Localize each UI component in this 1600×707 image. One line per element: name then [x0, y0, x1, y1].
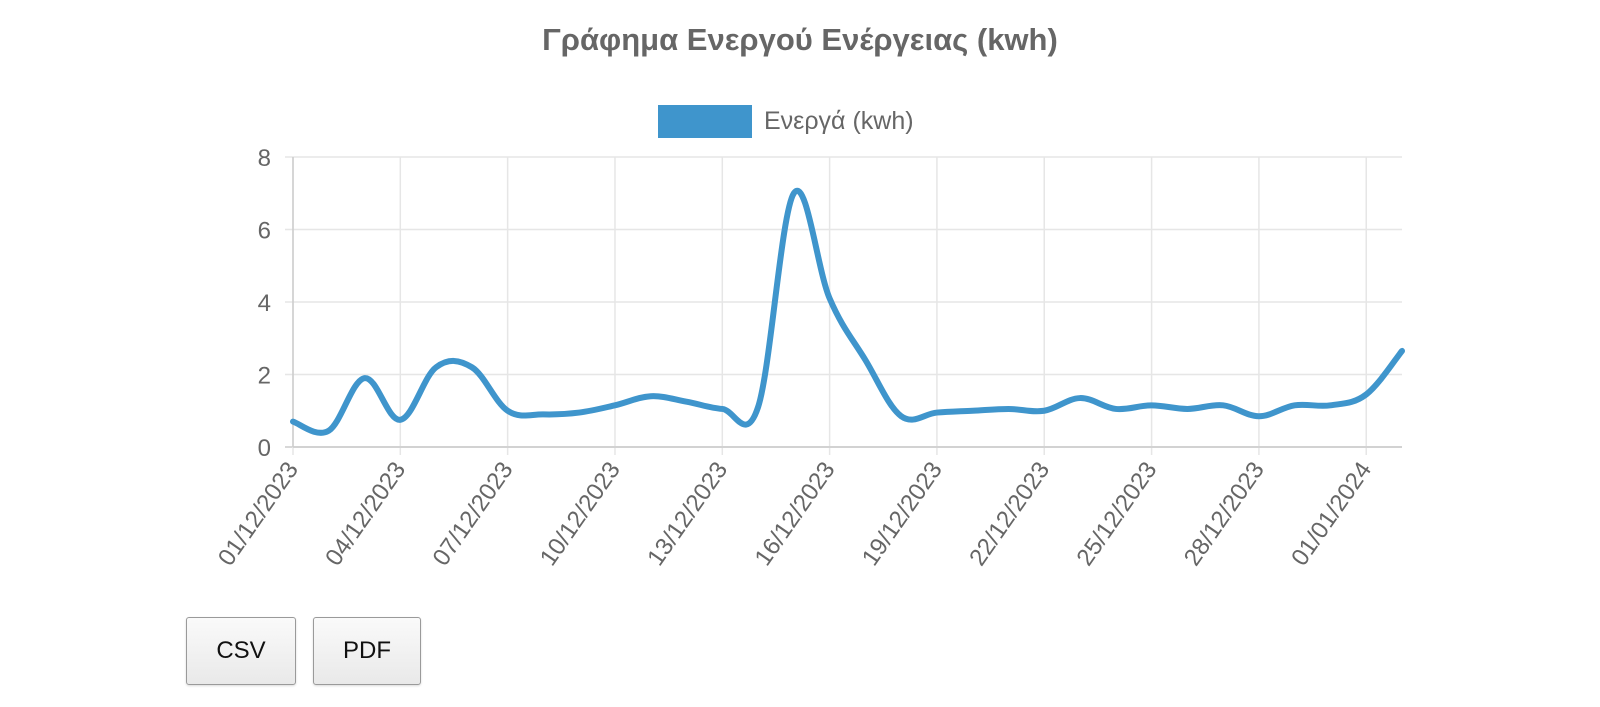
data-point [1399, 348, 1405, 354]
series-line [290, 187, 1405, 436]
data-point [1149, 402, 1155, 408]
chart-legend[interactable]: Ενεργά (kwh) [658, 104, 914, 138]
y-tick-label: 8 [258, 145, 271, 172]
data-point [397, 417, 403, 423]
x-tick-label: 16/12/2023 [750, 457, 841, 571]
x-tick-label: 13/12/2023 [642, 457, 733, 571]
pdf-export-button[interactable]: PDF [313, 617, 421, 685]
y-tick-label: 0 [258, 435, 271, 462]
data-point [684, 399, 690, 405]
data-point [791, 190, 797, 196]
x-tick-label: 22/12/2023 [964, 457, 1055, 571]
data-point [1363, 391, 1369, 397]
x-tick-label: 01/01/2024 [1286, 457, 1377, 571]
data-point [1077, 395, 1083, 401]
data-point [827, 295, 833, 301]
x-tick-label: 28/12/2023 [1179, 457, 1270, 571]
data-point [433, 364, 439, 370]
data-point [1292, 402, 1298, 408]
y-tick-label: 4 [258, 290, 271, 317]
data-point [505, 408, 511, 414]
data-point [1113, 406, 1119, 412]
x-tick-label: 07/12/2023 [428, 457, 519, 571]
data-point [862, 357, 868, 363]
x-tick-label: 25/12/2023 [1071, 457, 1162, 571]
data-point [898, 413, 904, 419]
x-tick-label: 01/12/2023 [213, 457, 304, 571]
data-point [1005, 406, 1011, 412]
data-point [1184, 406, 1190, 412]
data-point [970, 408, 976, 414]
y-tick-label: 6 [258, 218, 271, 245]
data-point [362, 375, 368, 381]
data-point [576, 410, 582, 416]
x-tick-label: 10/12/2023 [535, 457, 626, 571]
legend-swatch [658, 104, 752, 138]
data-point [755, 404, 761, 410]
data-point [1327, 402, 1333, 408]
data-point [719, 406, 725, 412]
data-point [648, 393, 654, 399]
data-point [934, 410, 940, 416]
csv-export-button[interactable]: CSV [186, 617, 296, 685]
data-point [1256, 413, 1262, 419]
data-point [469, 364, 475, 370]
chart-title: Γράφημα Ενεργού Ενέργειας (kwh) [542, 22, 1058, 57]
data-point [290, 419, 296, 425]
y-tick-label: 2 [258, 363, 271, 390]
data-point [1220, 402, 1226, 408]
legend-label: Ενεργά (kwh) [764, 106, 914, 135]
data-point [1041, 408, 1047, 414]
chart-plot-area: 0 2 4 6 8 01/12/2023 04/12/2023 07/12/2023 10/12… [213, 145, 1405, 571]
data-point [612, 402, 618, 408]
x-tick-label: 04/12/2023 [320, 457, 411, 571]
x-tick-label: 19/12/2023 [857, 457, 948, 571]
data-point [540, 411, 546, 417]
data-point [326, 428, 332, 434]
